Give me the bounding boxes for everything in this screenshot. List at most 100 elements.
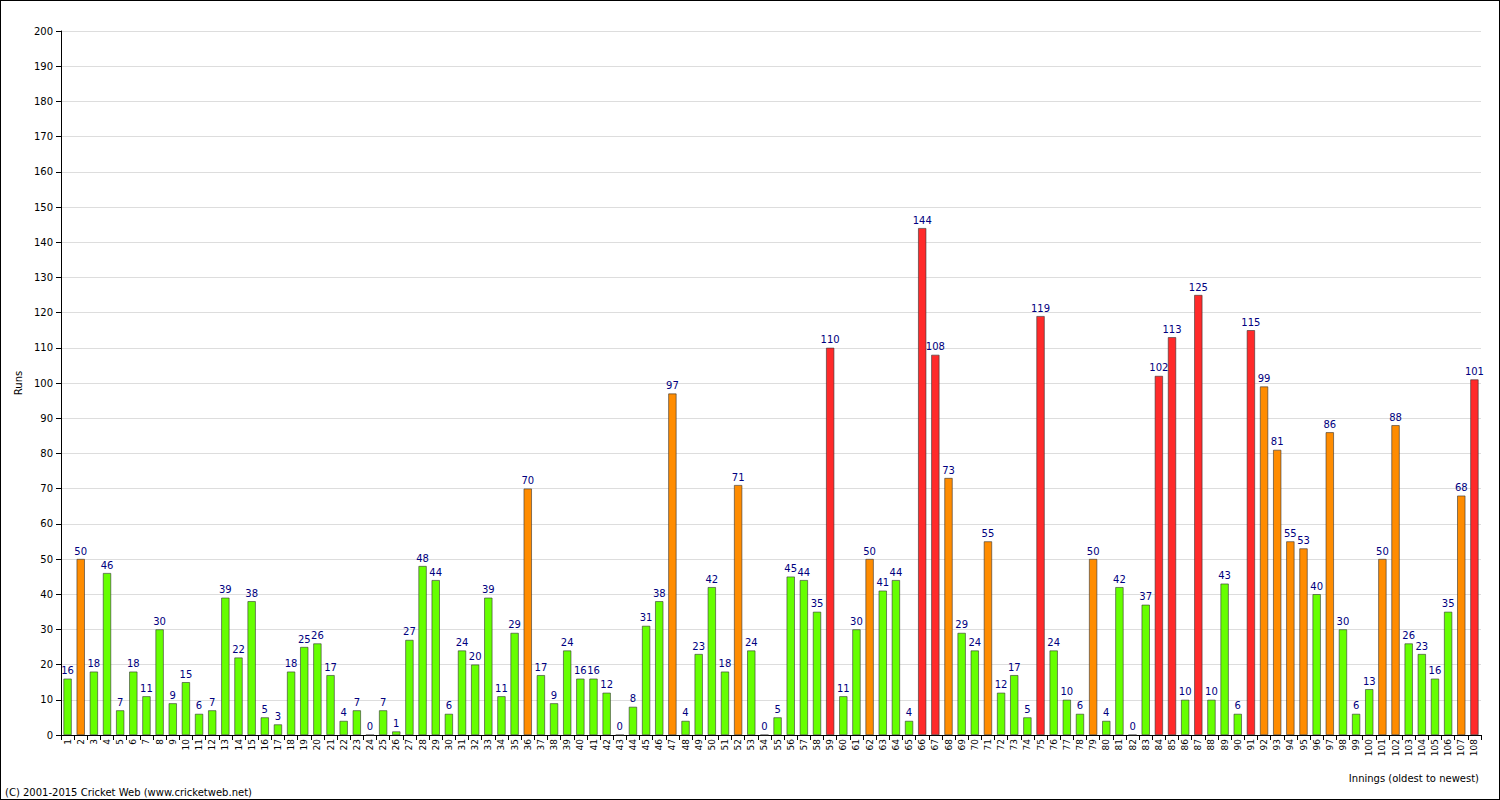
- svg-text:170: 170: [34, 131, 53, 142]
- svg-text:23: 23: [352, 739, 362, 750]
- svg-text:16: 16: [1429, 665, 1442, 676]
- svg-text:39: 39: [219, 584, 232, 595]
- svg-text:85: 85: [1167, 739, 1177, 750]
- svg-text:100: 100: [34, 378, 53, 389]
- svg-text:77: 77: [1062, 739, 1072, 750]
- svg-text:43: 43: [1218, 570, 1231, 581]
- svg-text:140: 140: [34, 237, 53, 248]
- svg-text:6: 6: [196, 700, 202, 711]
- svg-text:36: 36: [523, 739, 533, 751]
- svg-text:84: 84: [1154, 739, 1164, 751]
- svg-text:24: 24: [365, 739, 375, 751]
- svg-text:44: 44: [798, 567, 811, 578]
- svg-text:74: 74: [1022, 739, 1032, 751]
- svg-text:18: 18: [127, 658, 140, 669]
- svg-text:40: 40: [40, 589, 53, 600]
- svg-text:120: 120: [34, 307, 53, 318]
- svg-text:20: 20: [469, 651, 482, 662]
- svg-text:55: 55: [1284, 528, 1297, 539]
- svg-text:125: 125: [1189, 282, 1208, 293]
- svg-text:55: 55: [773, 739, 783, 750]
- svg-text:10: 10: [1205, 686, 1218, 697]
- svg-text:27: 27: [404, 739, 414, 750]
- svg-text:62: 62: [865, 739, 875, 750]
- svg-text:50: 50: [1376, 546, 1389, 557]
- svg-text:52: 52: [733, 739, 743, 750]
- svg-text:6: 6: [446, 700, 452, 711]
- svg-text:1: 1: [393, 718, 399, 729]
- svg-text:25: 25: [378, 739, 388, 750]
- svg-text:35: 35: [510, 739, 520, 750]
- svg-text:29: 29: [508, 619, 521, 630]
- svg-text:48: 48: [416, 553, 429, 564]
- svg-text:40: 40: [1310, 581, 1323, 592]
- svg-text:55: 55: [982, 528, 995, 539]
- svg-text:7: 7: [117, 697, 123, 708]
- svg-text:66: 66: [917, 739, 927, 751]
- svg-text:10: 10: [40, 694, 53, 705]
- svg-text:40: 40: [575, 739, 585, 751]
- svg-text:28: 28: [418, 739, 428, 751]
- svg-text:44: 44: [890, 567, 903, 578]
- svg-text:110: 110: [821, 334, 840, 345]
- svg-text:37: 37: [536, 739, 546, 750]
- svg-text:88: 88: [1206, 739, 1216, 751]
- svg-text:5: 5: [262, 704, 268, 715]
- svg-text:Runs: Runs: [13, 371, 24, 395]
- svg-text:35: 35: [811, 598, 824, 609]
- svg-text:95: 95: [1299, 739, 1309, 750]
- svg-text:32: 32: [470, 739, 480, 750]
- svg-text:17: 17: [535, 662, 548, 673]
- svg-text:190: 190: [34, 61, 53, 72]
- svg-text:69: 69: [957, 739, 967, 751]
- svg-text:104: 104: [1417, 739, 1427, 756]
- svg-text:99: 99: [1351, 739, 1361, 751]
- svg-text:18: 18: [286, 739, 296, 751]
- svg-text:70: 70: [970, 739, 980, 751]
- svg-text:10: 10: [1179, 686, 1192, 697]
- svg-text:93: 93: [1272, 739, 1282, 750]
- svg-text:110: 110: [34, 342, 53, 353]
- svg-text:9: 9: [551, 690, 557, 701]
- svg-text:89: 89: [1220, 739, 1230, 751]
- svg-text:50: 50: [707, 739, 717, 751]
- svg-text:81: 81: [1271, 436, 1284, 447]
- svg-text:71: 71: [732, 472, 745, 483]
- svg-text:106: 106: [1443, 739, 1453, 756]
- svg-text:58: 58: [812, 739, 822, 751]
- svg-text:7: 7: [380, 697, 386, 708]
- svg-text:16: 16: [61, 665, 74, 676]
- svg-text:15: 15: [180, 669, 193, 680]
- svg-text:43: 43: [615, 739, 625, 750]
- svg-text:12: 12: [207, 739, 217, 750]
- svg-text:0: 0: [761, 721, 767, 732]
- svg-text:5: 5: [115, 739, 125, 745]
- svg-text:38: 38: [245, 588, 258, 599]
- svg-text:41: 41: [876, 577, 889, 588]
- svg-text:0: 0: [367, 721, 373, 732]
- svg-text:97: 97: [1325, 739, 1335, 750]
- svg-text:24: 24: [745, 637, 758, 648]
- svg-text:23: 23: [692, 641, 705, 652]
- svg-text:45: 45: [784, 563, 797, 574]
- svg-text:86: 86: [1180, 739, 1190, 751]
- svg-text:14: 14: [234, 739, 244, 751]
- svg-text:6: 6: [1235, 700, 1241, 711]
- svg-text:21: 21: [326, 739, 336, 750]
- svg-text:73: 73: [942, 465, 955, 476]
- svg-text:42: 42: [602, 739, 612, 750]
- svg-text:91: 91: [1246, 739, 1256, 750]
- svg-text:1: 1: [63, 739, 73, 745]
- svg-text:41: 41: [589, 739, 599, 750]
- svg-text:60: 60: [40, 518, 53, 529]
- svg-text:24: 24: [1047, 637, 1060, 648]
- svg-text:42: 42: [1113, 574, 1126, 585]
- svg-text:48: 48: [681, 739, 691, 751]
- svg-text:30: 30: [153, 616, 166, 627]
- svg-text:4: 4: [906, 707, 912, 718]
- svg-text:80: 80: [1101, 739, 1111, 751]
- svg-text:26: 26: [311, 630, 324, 641]
- svg-text:63: 63: [878, 739, 888, 750]
- svg-text:30: 30: [1337, 616, 1350, 627]
- svg-text:70: 70: [521, 475, 534, 486]
